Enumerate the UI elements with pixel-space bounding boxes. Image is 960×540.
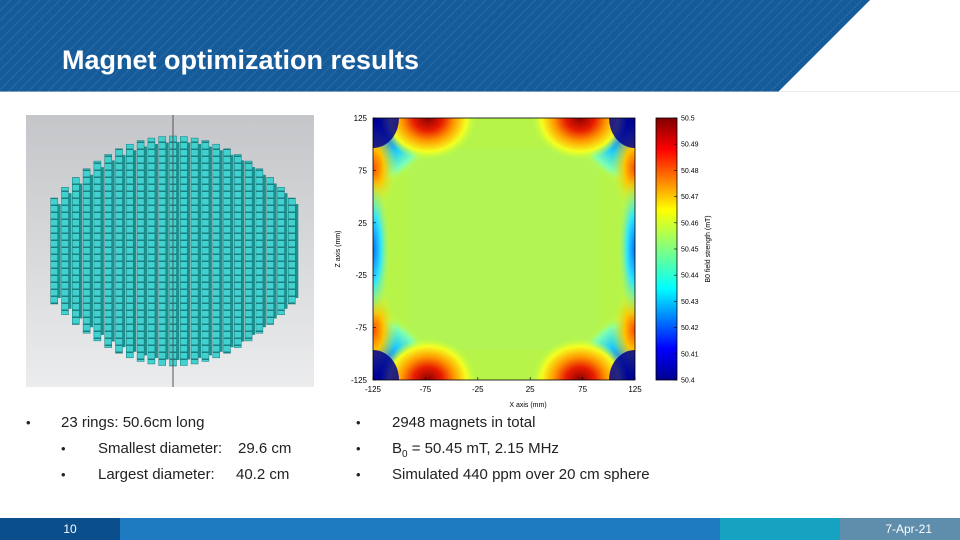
- colorbar-tick-label: 50.42: [681, 325, 699, 332]
- y-tick-label: 75: [358, 166, 367, 175]
- magnet-ring: [104, 154, 112, 348]
- heatmap-svg: 125 75 25 -25 -75 -125 -125 -75 -25 25 75 125 X ax…: [335, 114, 712, 409]
- magnet-ring: [72, 177, 80, 325]
- y-tick-label: 25: [358, 219, 367, 228]
- colorbar-tick-label: 50.45: [681, 247, 699, 254]
- header-background: [0, 0, 960, 92]
- colorbar-tick-label: 50.41: [681, 351, 699, 358]
- magnet-ring: [255, 168, 264, 334]
- right-bullet-list: • 2948 magnets in total • B0 = 50.45 mT,…: [350, 410, 710, 488]
- magnet-ring: [82, 168, 91, 334]
- magnet-ring: [115, 148, 123, 354]
- page-number: 10: [63, 522, 77, 536]
- left-bullet-list: • 23 rings: 50.6cm long • Smallest diame…: [0, 410, 330, 488]
- colorbar-tick-label: 50.4: [681, 378, 695, 385]
- bullet-symbol: •: [61, 467, 66, 482]
- list-item: • 23 rings: 50.6cm long: [0, 410, 330, 436]
- plot-frame: [372, 117, 636, 381]
- magnet-ring: [201, 140, 210, 362]
- magnet-ring: [244, 160, 253, 342]
- x-tick-label: 25: [526, 385, 535, 394]
- bullet-text: B0 = 50.45 mT, 2.15 MHz: [392, 436, 559, 468]
- magnet-ring: [61, 186, 69, 316]
- footer-bar: 10 7-Apr-21: [0, 518, 960, 540]
- header-banner: [0, 0, 960, 92]
- bullet-value: 29.6 cm: [238, 440, 292, 457]
- bullet-text: 2948 magnets in total: [392, 414, 536, 431]
- magnet-ring: [277, 186, 285, 316]
- magnet-array-figure: [26, 115, 314, 387]
- list-item: • B0 = 50.45 mT, 2.15 MHz: [350, 436, 710, 462]
- colorbar-tick-label: 50.46: [681, 220, 699, 227]
- field-heatmap-chart: 125 75 25 -25 -75 -125 -125 -75 -25 25 75 125 X ax…: [328, 108, 728, 414]
- b0-value: = 50.45 mT, 2.15 MHz: [407, 440, 559, 457]
- colorbar-tick-label: 50.48: [681, 168, 699, 175]
- bullet-symbol: •: [356, 415, 361, 430]
- magnet-ring: [234, 154, 242, 348]
- magnet-ring: [223, 148, 231, 354]
- colorbar-tick-label: 50.43: [681, 299, 699, 306]
- magnet-ring: [93, 160, 102, 342]
- bullet-value: 40.2 cm: [236, 466, 290, 483]
- magnet-ring: [288, 197, 296, 305]
- footer-segment-teal: [720, 518, 840, 540]
- list-item: • 2948 magnets in total: [350, 410, 710, 436]
- magnet-ring: [147, 137, 156, 365]
- magnet-ring: [50, 197, 58, 305]
- magnet-ring: [266, 177, 274, 325]
- y-tick-label: -75: [355, 324, 367, 333]
- x-tick-label: 125: [628, 385, 642, 394]
- slide-title: Magnet optimization results: [62, 45, 420, 75]
- colorbar-tick-label: 50.5: [681, 116, 695, 123]
- x-tick-label: -125: [365, 385, 382, 394]
- x-tick-label: -75: [420, 385, 432, 394]
- b0-symbol: B: [392, 440, 403, 457]
- colorbar-tick-label: 50.49: [681, 142, 699, 149]
- colorbar-tick-label: 50.47: [681, 194, 699, 201]
- magnet-array-icon: [26, 115, 314, 387]
- bullet-label: Largest diameter:: [98, 466, 215, 483]
- bullet-symbol: •: [356, 467, 361, 482]
- magnet-ring: [126, 143, 134, 359]
- footer-segment-mid: [120, 518, 720, 540]
- magnet-ring: [136, 140, 145, 362]
- bullet-symbol: •: [61, 441, 66, 456]
- y-tick-label: 125: [354, 114, 368, 123]
- colorbar-label: B0 field strength (mT): [705, 215, 712, 282]
- list-item: • Largest diameter: 40.2 cm: [0, 462, 330, 488]
- y-axis-label: Z axis (mm): [335, 231, 342, 268]
- magnet-ring: [212, 143, 220, 359]
- x-axis-label: X axis (mm): [509, 402, 546, 409]
- bullet-text: 23 rings: 50.6cm long: [61, 414, 205, 431]
- magnet-ring: [180, 136, 188, 366]
- slide-date: 7-Apr-21: [885, 522, 932, 536]
- list-item: • Simulated 440 ppm over 20 cm sphere: [350, 462, 710, 488]
- heatmap-field: [373, 118, 635, 380]
- magnet-ring: [190, 137, 199, 365]
- colorbar: [655, 117, 678, 381]
- magnet-ring: [158, 136, 166, 366]
- x-tick-label: -25: [472, 385, 484, 394]
- list-item: • Smallest diameter: 29.6 cm: [0, 436, 330, 462]
- y-tick-label: -125: [351, 376, 368, 385]
- bullet-symbol: •: [26, 415, 31, 430]
- colorbar-tick-label: 50.44: [681, 273, 699, 280]
- bullet-label: Smallest diameter:: [98, 440, 223, 457]
- footer-segment-dark: [0, 518, 120, 540]
- y-tick-label: -25: [355, 271, 367, 280]
- x-tick-label: 75: [578, 385, 587, 394]
- bullet-text: Simulated 440 ppm over 20 cm sphere: [392, 466, 650, 483]
- footer-segment-gray: [840, 518, 960, 540]
- b0-subscript: 0: [402, 449, 408, 460]
- bullet-symbol: •: [356, 441, 361, 456]
